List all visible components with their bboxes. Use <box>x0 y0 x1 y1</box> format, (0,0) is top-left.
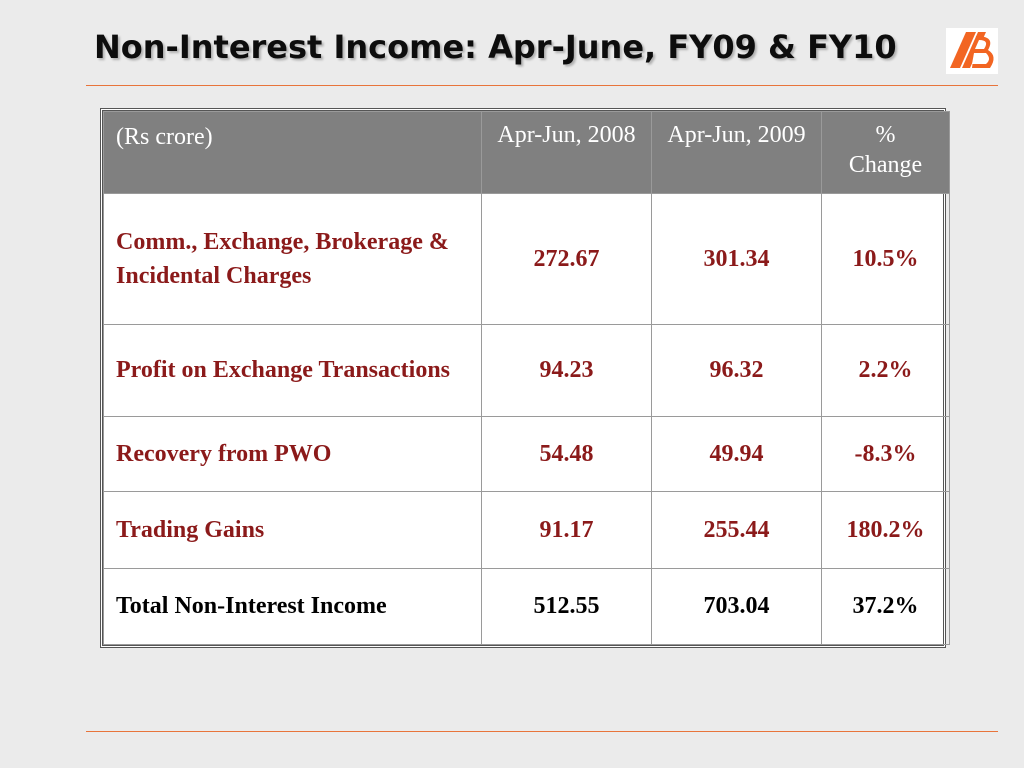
bank-of-baroda-logo-icon <box>946 28 998 74</box>
slide-title: Non-Interest Income: Apr-June, FY09 & FY… <box>94 28 897 66</box>
table-row: Comm., Exchange, Brokerage & Incidental … <box>103 193 950 325</box>
table-row: Recovery from PWO 54.48 49.94 -8.3% <box>103 415 950 493</box>
header-change-word: Change <box>848 152 923 178</box>
row-value-2008: 54.48 <box>481 415 652 493</box>
top-divider <box>86 85 998 86</box>
row-change: 37.2% <box>821 567 950 646</box>
row-value-2009: 301.34 <box>651 193 822 325</box>
header-apr-jun-2009: Apr-Jun, 2009 <box>651 111 822 194</box>
header-apr-jun-2008: Apr-Jun, 2008 <box>481 111 652 194</box>
row-value-2008: 512.55 <box>481 567 652 646</box>
table-row: Trading Gains 91.17 255.44 180.2% <box>103 491 950 569</box>
table-row: Profit on Exchange Transactions 94.23 96… <box>103 323 950 417</box>
row-value-2008: 91.17 <box>481 491 652 569</box>
row-value-2008: 272.67 <box>481 193 652 325</box>
non-interest-income-table: (Rs crore) Apr-Jun, 2008 Apr-Jun, 2009 %… <box>103 111 950 646</box>
row-change: 180.2% <box>821 491 950 569</box>
row-change: 10.5% <box>821 193 950 325</box>
header-units: (Rs crore) <box>103 111 482 194</box>
row-label: Profit on Exchange Transactions <box>103 323 482 417</box>
row-value-2009: 49.94 <box>651 415 822 493</box>
bottom-divider <box>86 731 998 732</box>
row-label: Total Non-Interest Income <box>103 567 482 646</box>
row-value-2009: 703.04 <box>651 567 822 646</box>
row-label: Recovery from PWO <box>103 415 482 493</box>
income-table-container: (Rs crore) Apr-Jun, 2008 Apr-Jun, 2009 %… <box>100 108 950 648</box>
table-row-total: Total Non-Interest Income 512.55 703.04 … <box>103 567 950 646</box>
row-label: Comm., Exchange, Brokerage & Incidental … <box>103 193 482 325</box>
header-percent-symbol: % <box>875 122 896 148</box>
row-label: Trading Gains <box>103 491 482 569</box>
header-percent-change: % Change <box>821 111 950 194</box>
row-value-2008: 94.23 <box>481 323 652 417</box>
table-header-row: (Rs crore) Apr-Jun, 2008 Apr-Jun, 2009 %… <box>103 111 950 194</box>
row-change: -8.3% <box>821 415 950 493</box>
row-value-2009: 96.32 <box>651 323 822 417</box>
row-change: 2.2% <box>821 323 950 417</box>
row-value-2009: 255.44 <box>651 491 822 569</box>
